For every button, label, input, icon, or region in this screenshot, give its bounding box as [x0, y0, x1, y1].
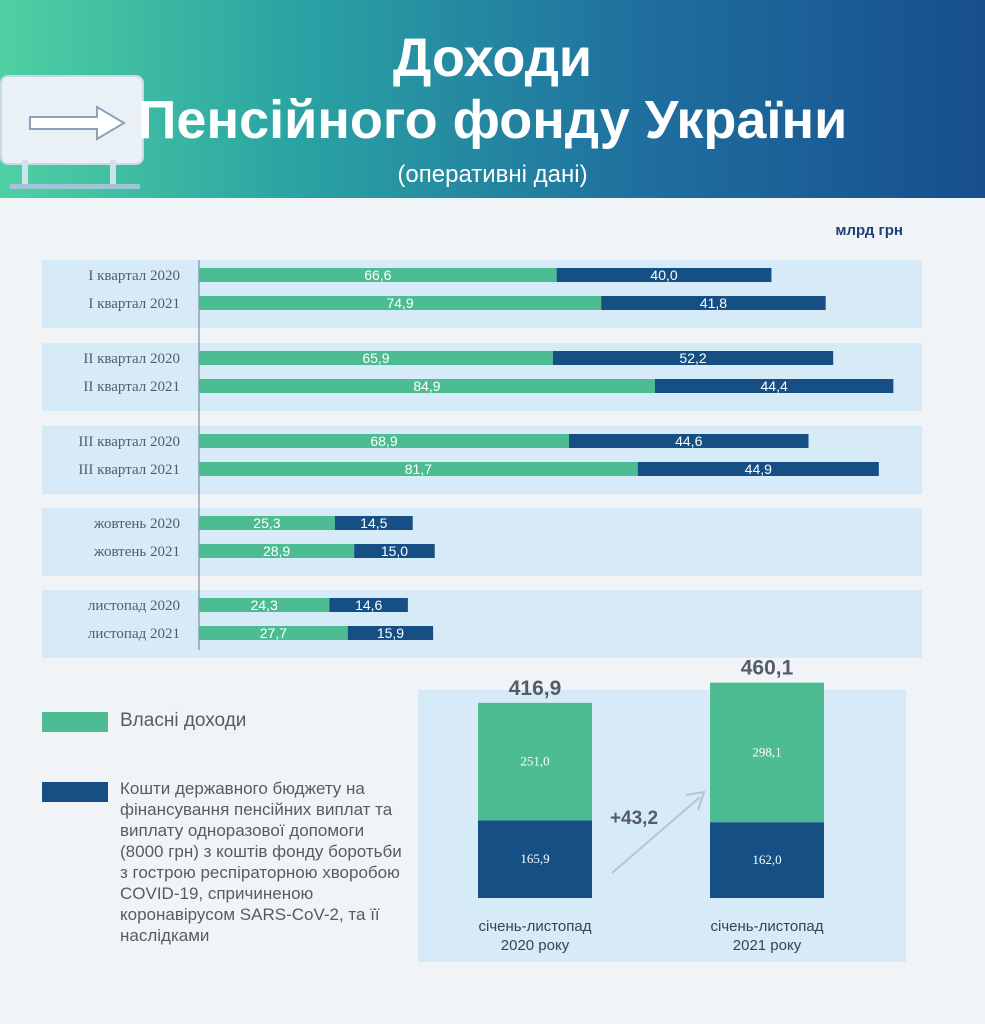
bar-own [199, 462, 638, 476]
category-label: I квартал 2020 [88, 268, 180, 284]
summary-bar-own-label: 251,0 [520, 754, 549, 769]
summary-bar-state-label: 162,0 [752, 852, 781, 867]
chart-group-band [42, 590, 922, 658]
bar-own-label: 81,7 [405, 461, 432, 477]
page-subtitle: (оперативні дані) [397, 161, 588, 188]
bar-state-label: 15,9 [377, 625, 404, 641]
page-title-line1: Доходи [392, 28, 593, 88]
bar-state-label: 40,0 [650, 267, 677, 283]
quarterly-income-chart: I квартал 2020 66,6 40,0 I квартал 2021 74,9… [42, 260, 922, 658]
growth-arrow-icon [611, 796, 701, 874]
bar-state-label: 41,8 [700, 295, 727, 311]
summary-panel [418, 690, 906, 962]
growth-arrow-head-icon [685, 790, 706, 811]
legend-own-label: Власні доходи [120, 710, 247, 731]
bar-own [199, 296, 602, 310]
bar-state-label: 14,6 [355, 597, 382, 613]
legend-state-swatch [42, 782, 108, 802]
bar-state [568, 434, 809, 448]
bar-own [199, 626, 348, 640]
arrow-right-icon [29, 105, 126, 141]
summary-bar-own-label: 298,1 [752, 744, 781, 759]
bar-own-label: 68,9 [370, 433, 397, 449]
summary-category-label: січень-листопад [711, 918, 824, 935]
bar-own-label: 66,6 [364, 267, 391, 283]
summary-bar-own [478, 702, 592, 821]
bar-state-label: 44,6 [675, 433, 702, 449]
summary-difference: +43,2 [610, 808, 658, 829]
bar-state [654, 379, 894, 393]
bar-own [199, 598, 330, 612]
bar-state-label: 52,2 [679, 350, 706, 366]
bar-own-label: 24,3 [251, 597, 278, 613]
category-label: листопад 2021 [88, 626, 180, 642]
bar-state [354, 544, 435, 558]
category-label: листопад 2020 [88, 598, 180, 614]
signboard-stand-icon [10, 160, 140, 189]
bar-own [199, 516, 335, 530]
category-label: II квартал 2020 [83, 351, 180, 367]
category-label: III квартал 2021 [78, 462, 180, 478]
bar-own-label: 25,3 [253, 515, 280, 531]
category-label: II квартал 2021 [83, 379, 180, 395]
bar-own-label: 65,9 [362, 350, 389, 366]
bar-state-label: 44,9 [745, 461, 772, 477]
unit-label: млрд грн [835, 222, 903, 239]
bar-state [552, 351, 834, 365]
bar-own [199, 351, 553, 365]
bar-own-label: 84,9 [413, 378, 440, 394]
category-label: жовтень 2021 [93, 544, 180, 560]
legend-own-swatch [42, 712, 108, 732]
bar-state [601, 296, 826, 310]
bar-own [199, 434, 569, 448]
bar-state [556, 268, 772, 282]
page-title-line2: Пенсійного фонду України [137, 90, 848, 150]
category-label: I квартал 2021 [88, 296, 180, 312]
bar-state-label: 15,0 [381, 543, 408, 559]
category-label: III квартал 2020 [78, 434, 180, 450]
bar-own [199, 379, 655, 393]
bar-own [199, 544, 355, 558]
bar-own [199, 268, 557, 282]
summary-bar-state [478, 820, 592, 898]
bar-own-label: 28,9 [263, 543, 290, 559]
chart-group-band [42, 508, 922, 576]
signboard-illustration [0, 75, 144, 165]
bar-own-label: 27,7 [260, 625, 287, 641]
bar-state-label: 44,4 [761, 378, 788, 394]
summary-category-label: січень-листопад [479, 918, 592, 935]
summary-category-label: 2021 року [733, 937, 802, 954]
header-banner [0, 0, 985, 198]
bar-state [347, 626, 434, 640]
summary-bar-state-label: 165,9 [520, 851, 549, 866]
summary-bar-own [710, 682, 824, 823]
bar-state [334, 516, 413, 530]
legend-state-label: Кошти державного бюджету на фінансування… [120, 779, 402, 945]
bar-state [637, 462, 879, 476]
bar-own-label: 74,9 [386, 295, 413, 311]
summary-bar-state [710, 822, 824, 898]
category-label: жовтень 2020 [93, 516, 180, 532]
bar-state-label: 14,5 [360, 515, 387, 531]
summary-category-label: 2020 року [501, 937, 570, 954]
bar-state [329, 598, 408, 612]
